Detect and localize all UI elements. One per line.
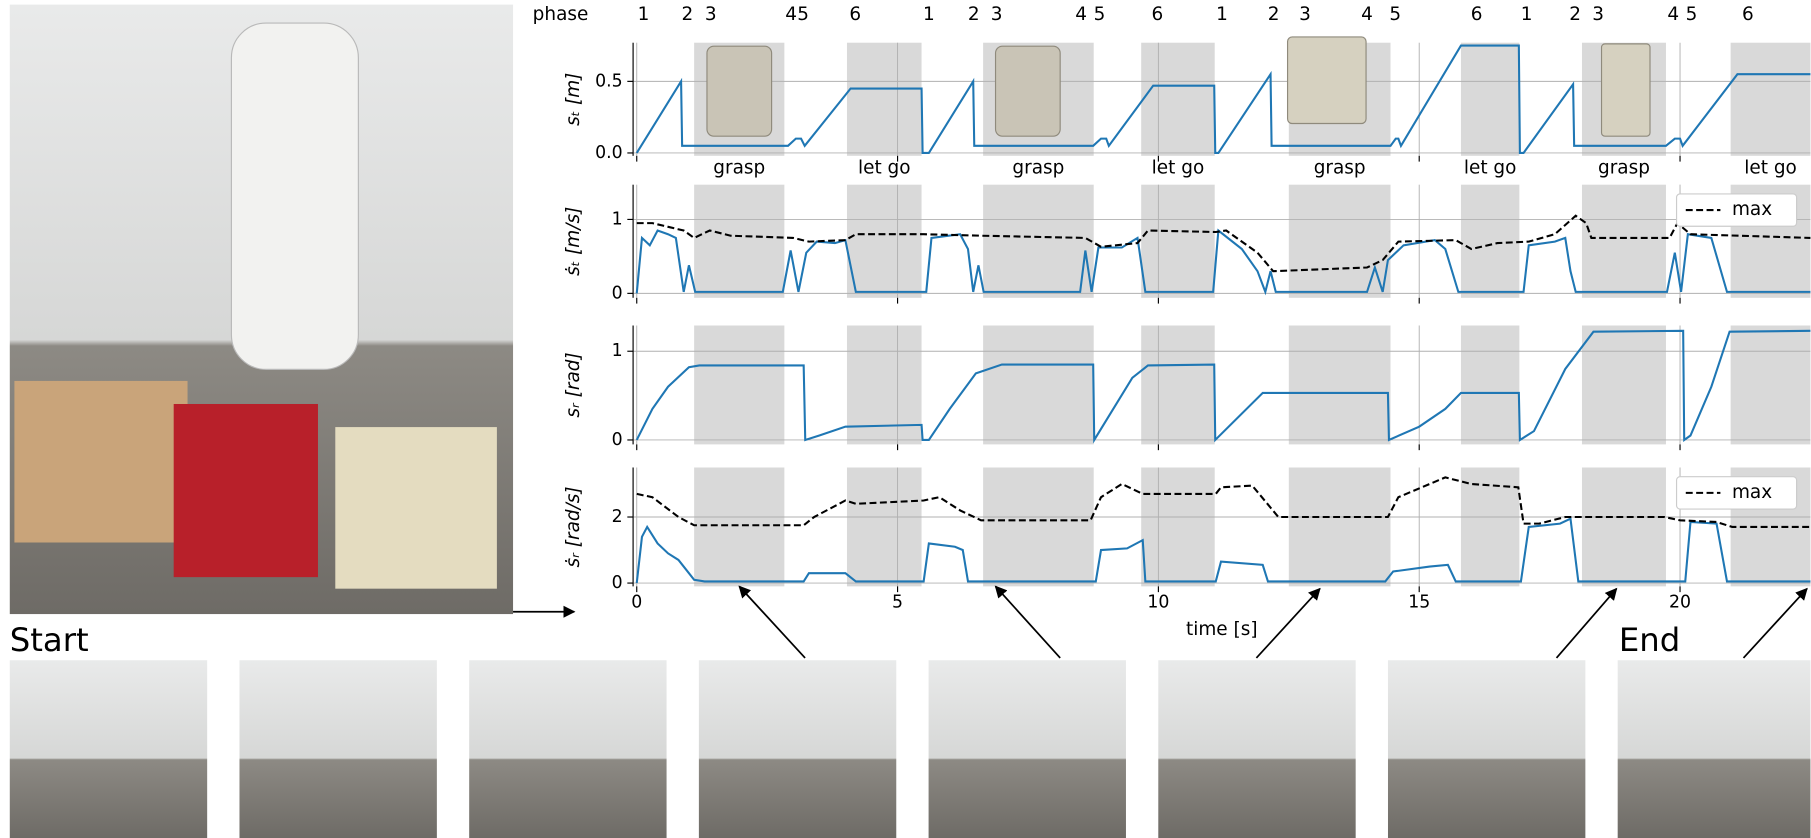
phase-label: 4: [1361, 4, 1373, 25]
x-tick-label: 15: [1408, 593, 1430, 613]
y-tick-label: 2: [612, 507, 623, 527]
phase-label: 2: [1268, 4, 1280, 25]
phase-span: [1581, 184, 1666, 298]
phase-span-label: grasp: [713, 158, 765, 179]
phase-span: [1141, 467, 1215, 587]
phase-label: 6: [849, 4, 861, 25]
phase-label: 5: [1094, 4, 1106, 25]
thumbnails: [9, 660, 1811, 838]
phase-span: [1288, 467, 1391, 587]
phase-span: [1460, 467, 1520, 587]
phase-span: [1460, 184, 1520, 298]
phase-label: 6: [1151, 4, 1163, 25]
phase-span: [846, 467, 922, 587]
phase-label: 1: [638, 4, 650, 25]
phase-span: [1581, 325, 1666, 445]
arrows: [513, 585, 1808, 659]
y-tick-label: 0.0: [595, 143, 623, 163]
y-axis-label: sᵣ [rad]: [563, 352, 584, 417]
series-line: [635, 517, 1811, 584]
y-tick-label: 0: [612, 573, 623, 593]
phase-span-label: let go: [1464, 158, 1517, 179]
phase-label: 5: [797, 4, 809, 25]
phase-span-label: let go: [1152, 158, 1205, 179]
phase-label: 1: [1521, 4, 1533, 25]
series-line: [636, 476, 1811, 528]
phase-span-label: let go: [858, 158, 911, 179]
legend-box: [1675, 193, 1798, 227]
phase-span: [846, 42, 922, 156]
start-caption: Start: [10, 621, 89, 659]
phase-span: [983, 184, 1094, 298]
phase-span: [1288, 184, 1391, 298]
phase-span: [1141, 42, 1215, 156]
y-axis-label: ṡᵣ [rad/s]: [563, 486, 584, 567]
plots: 0.00.5sₜ [m]1 2 3 4 5 6 1 2 3 4 5 6 1 2 3 4 5 6 1 2 3 4 5 6gras…: [563, 4, 1811, 640]
x-axis-label: time [s]: [1186, 619, 1258, 640]
phase-span: [694, 467, 785, 587]
phase-label: 3: [705, 4, 717, 25]
phase-span: [983, 325, 1094, 445]
series-line: [635, 329, 1811, 444]
phase-label: 2: [681, 4, 693, 25]
phase-label: 6: [1471, 4, 1483, 25]
phase-label: 5: [1686, 4, 1698, 25]
legend-box: [1675, 476, 1798, 510]
x-tick-label: 0: [631, 593, 642, 613]
phase-span: [983, 467, 1094, 587]
y-axis-label: sₜ [m]: [563, 73, 584, 126]
phase-span: [846, 184, 922, 298]
y-tick-label: 0: [612, 430, 623, 450]
phase-label: 1: [1216, 4, 1228, 25]
y-tick-label: 0.5: [595, 71, 623, 91]
phase-span: [1460, 42, 1520, 156]
phase-span: [1730, 42, 1811, 156]
phase-span: [1730, 325, 1811, 445]
phase-label: 4: [1075, 4, 1087, 25]
series-line: [635, 228, 1811, 296]
phase-label: 1: [923, 4, 935, 25]
phase-span: [1141, 325, 1215, 445]
phase-span-label: let go: [1744, 158, 1797, 179]
phase-label: 4: [1667, 4, 1679, 25]
y-tick-label: 0: [612, 283, 623, 303]
phase-label: 5: [1389, 4, 1401, 25]
phase-span: [1141, 184, 1215, 298]
series-line: [636, 214, 1811, 273]
setup-photo: [9, 4, 514, 615]
x-tick-label: 10: [1147, 593, 1169, 613]
phase-label: 3: [1592, 4, 1604, 25]
y-tick-label: 1: [612, 341, 623, 361]
y-tick-label: 1: [612, 209, 623, 229]
phase-label: 4: [785, 4, 797, 25]
end-caption: End: [1619, 621, 1680, 659]
phase-label: 3: [1299, 4, 1311, 25]
object-photos: [706, 36, 1651, 137]
legend-label: max: [1732, 482, 1772, 503]
phase-label: 3: [991, 4, 1003, 25]
y-axis-label: ṡₜ [m/s]: [563, 207, 584, 276]
phase-span: [694, 325, 785, 445]
phase-label: 6: [1742, 4, 1754, 25]
x-tick-label: 5: [892, 593, 903, 613]
phase-span-label: grasp: [1598, 158, 1650, 179]
x-tick-label: 20: [1669, 593, 1691, 613]
phase-span-label: grasp: [1012, 158, 1064, 179]
phase-label: 2: [968, 4, 980, 25]
phase-span: [1581, 467, 1666, 587]
phase-span: [694, 184, 785, 298]
phase-span-label: grasp: [1314, 158, 1366, 179]
phase-title: phase: [533, 4, 589, 25]
phase-span: [1288, 325, 1391, 445]
phase-span: [1460, 325, 1520, 445]
legend-label: max: [1732, 199, 1772, 220]
phase-label: 2: [1569, 4, 1581, 25]
series-line: [635, 44, 1811, 155]
